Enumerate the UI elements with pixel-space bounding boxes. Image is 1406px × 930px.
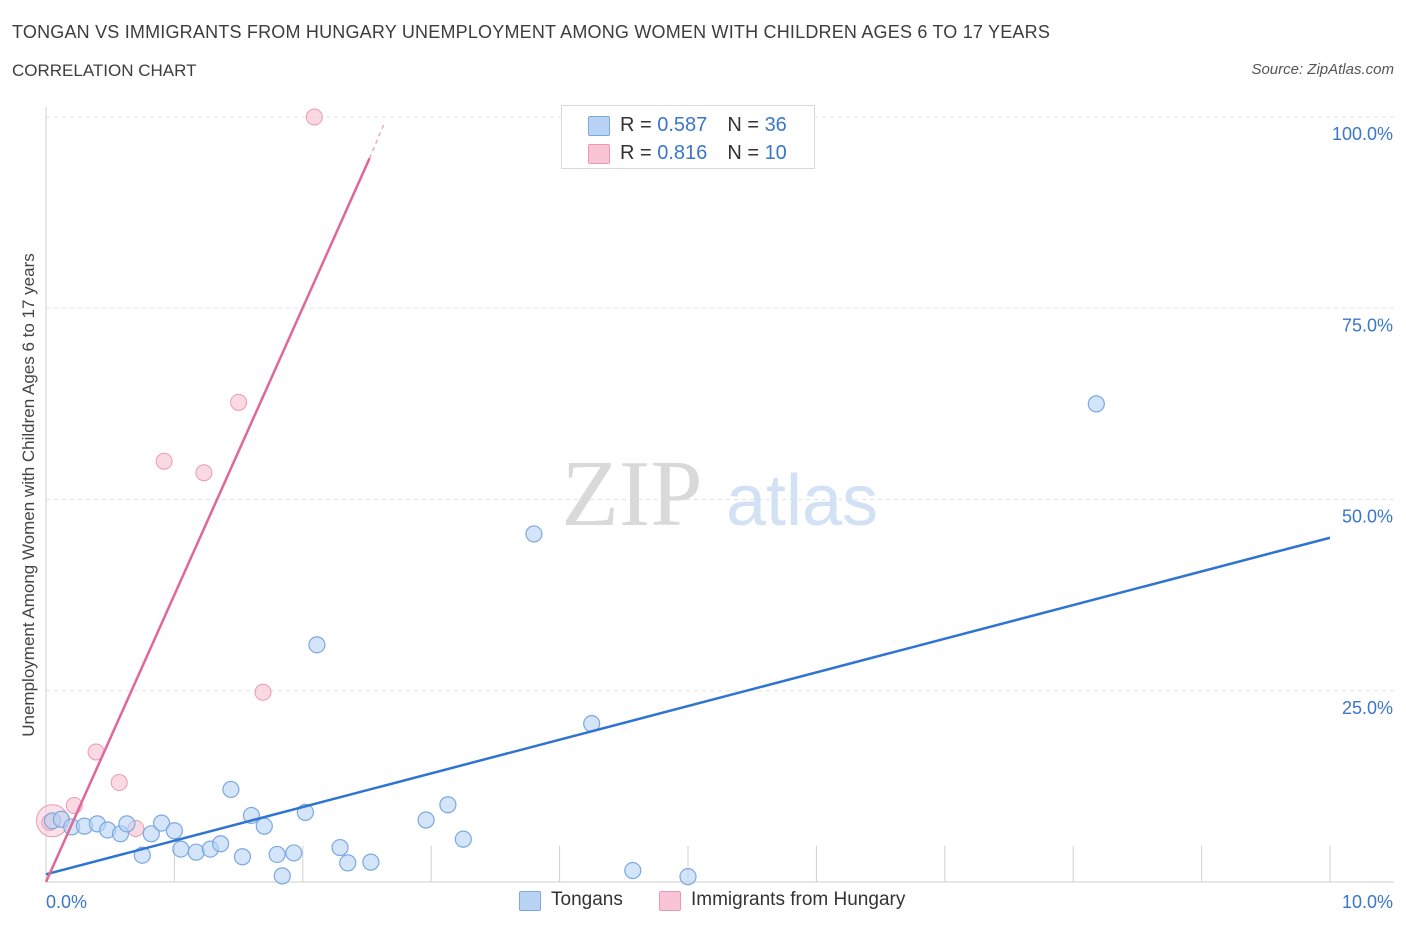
legend-n-label: N = [727,142,765,164]
tongans-point [439,796,457,814]
points-layer [35,108,1105,886]
legend-r-value-tongans: 0.587 [657,114,708,136]
tongans-point [142,825,160,843]
tongans-point [624,861,642,880]
tongans-point [255,817,273,835]
tongans-point [273,867,291,885]
legend-r-label: R = [620,142,658,164]
tongans-point [172,840,190,858]
legend-r-label: R = [620,114,658,136]
y-tick-label: 100.0% [1332,124,1393,144]
hungary-point [230,393,248,411]
hungary-point [254,683,272,701]
watermark: ZIP atlas [562,442,879,546]
legend-swatch-tongans [588,116,610,136]
hungary-point [155,452,173,470]
legend-r-value-hungary: 0.816 [657,142,708,164]
tongans-point [187,843,205,861]
tongans-point [331,838,349,857]
tongans-point [339,854,357,872]
correlation-legend: R = 0.587 N = 36 R = 0.816 N = 10 [561,105,815,169]
tongans-point [285,844,303,862]
bottom-legend-swatch-hungary [659,891,681,911]
legend-n-label: N = [727,114,765,136]
hungary-trend-line [44,157,371,883]
tongans-point [118,815,136,833]
hungary-point [195,464,213,482]
tongans-point [152,814,171,832]
tongans-trend-line [45,536,1331,876]
legend-n-value-hungary: 10 [764,142,787,164]
hungary-point [305,108,323,126]
tongans-point [362,853,380,871]
chart-subtitle: CORRELATION CHART [12,61,197,80]
axis-layer [45,107,1394,883]
tongans-point [222,780,240,799]
tick-label-layer: 25.0% 50.0% 75.0% 100.0% 0.0% 10.0% [46,124,1393,912]
tongans-point [233,848,252,866]
hungary-trend-extension [368,124,385,159]
y-tick-label: 25.0% [1342,698,1393,718]
bottom-legend-label-tongans: Tongans [551,889,623,910]
trend-layer [44,124,1331,883]
x-tick-label: 10.0% [1342,892,1393,912]
tongans-point [679,868,697,886]
y-tick-label: 50.0% [1342,507,1393,527]
watermark-atlas: atlas [726,461,878,541]
tongans-point [417,811,435,829]
tongans-point [212,835,230,853]
legend-swatch-hungary [588,144,610,164]
tongans-point [454,830,472,848]
tongans-point [165,822,183,840]
tongans-point [308,636,326,654]
hungary-point [110,774,128,792]
tongans-point [525,525,543,543]
tongans-point [1087,395,1105,413]
x-tick-label: 0.0% [46,892,87,912]
chart-title: TONGAN VS IMMIGRANTS FROM HUNGARY UNEMPL… [12,22,1051,42]
y-tick-label: 75.0% [1342,315,1393,335]
grid-layer [46,116,1394,692]
bottom-legend-swatch-tongans [519,891,541,911]
tongans-point [268,845,286,864]
legend-n-value-tongans: 36 [764,114,787,136]
watermark-zip: ZIP [562,442,703,546]
bottom-legend-label-hungary: Immigrants from Hungary [691,889,906,910]
source-label: Source: ZipAtlas.com [1251,61,1394,78]
